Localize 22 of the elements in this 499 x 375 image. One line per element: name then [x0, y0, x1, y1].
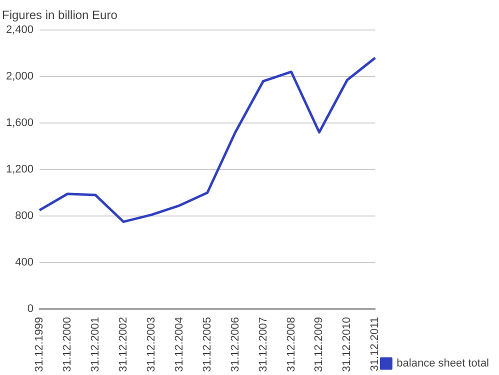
x-tick-label: 31.12.1999 [34, 316, 46, 372]
x-tick-label: 31.12.2008 [285, 316, 298, 372]
x-tick-label: 31.12.2011 [369, 316, 382, 372]
x-tick-label: 31.12.2005 [201, 316, 214, 372]
legend-label: balance sheet total [396, 358, 490, 370]
x-tick-label: 31.12.2000 [62, 316, 74, 372]
x-tick-label: 31.12.2006 [229, 316, 242, 372]
x-tick-label: 31.12.2003 [145, 316, 158, 372]
y-axis-title: Figures in billion Euro [2, 8, 118, 22]
y-tick-label: 2,000 [6, 70, 34, 83]
x-tick-label: 31.12.2010 [341, 316, 354, 372]
y-tick-label: 1,200 [6, 164, 34, 176]
x-tick-label: 31.12.2002 [117, 316, 130, 372]
y-tick-label: 400 [15, 256, 34, 268]
y-tick-label: 2,400 [6, 24, 34, 36]
x-tick-label: 31.12.2009 [313, 316, 326, 372]
y-tick-label: 0 [27, 302, 34, 315]
x-tick-label: 31.12.2001 [89, 316, 102, 372]
x-tick-label: 31.12.2004 [173, 316, 186, 372]
y-tick-label: 1,600 [6, 117, 34, 130]
y-tick-label: 800 [15, 210, 34, 222]
x-tick-label: 31.12.2007 [257, 316, 270, 372]
